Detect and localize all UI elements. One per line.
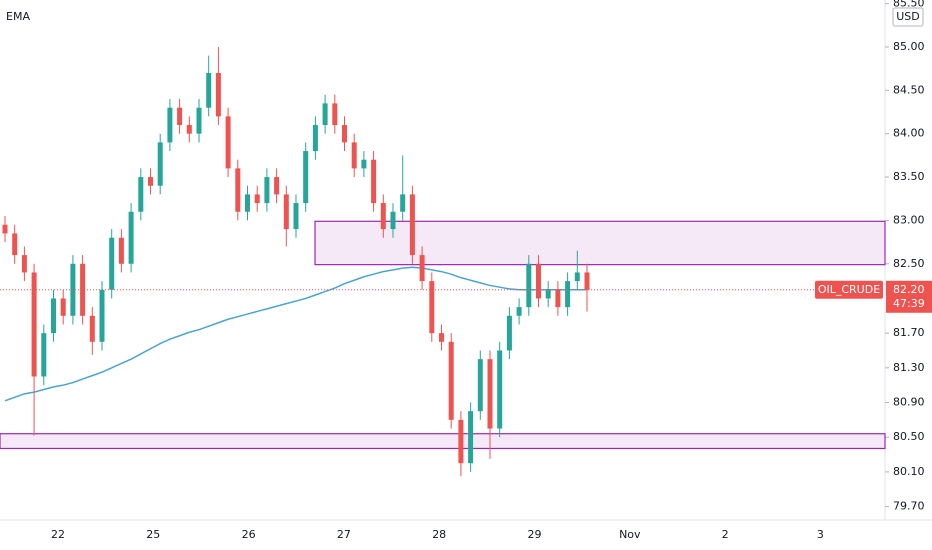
candle-body xyxy=(245,194,250,212)
candle-body xyxy=(2,224,8,234)
candle-body xyxy=(409,194,415,256)
candle-body xyxy=(118,237,124,264)
y-tick-label: 80.10 xyxy=(893,465,925,478)
y-tick-label: 80.50 xyxy=(893,430,925,443)
candle-body xyxy=(303,151,309,204)
candle-body xyxy=(148,177,153,186)
candle-body xyxy=(516,307,522,316)
x-tick-label: 2 xyxy=(722,528,729,541)
x-tick-label: 27 xyxy=(337,528,351,541)
candle-body xyxy=(380,203,386,230)
candle-body xyxy=(497,350,503,429)
candle-body xyxy=(332,103,338,126)
candle-body xyxy=(468,411,474,464)
ema-line xyxy=(4,266,587,402)
candle-body xyxy=(293,203,299,230)
candle-body xyxy=(31,272,37,377)
candle-body xyxy=(254,194,260,204)
price-box xyxy=(886,280,932,313)
candle-body xyxy=(545,289,551,299)
candle-body xyxy=(458,419,464,464)
candle-body xyxy=(109,237,115,290)
candle-body xyxy=(206,73,212,108)
symbol-label: OIL_CRUDE xyxy=(818,283,880,296)
x-tick-label: 3 xyxy=(817,528,824,541)
candle-body xyxy=(351,142,357,169)
candle-body xyxy=(235,168,241,212)
candle-body xyxy=(283,194,289,230)
candle-body xyxy=(322,103,328,126)
zone xyxy=(0,433,886,450)
candle-body xyxy=(21,255,27,273)
last-price-label: 82.20 xyxy=(893,283,925,296)
candle-body xyxy=(526,263,532,308)
x-tick-label: 25 xyxy=(146,528,160,541)
y-tick-label: 83.50 xyxy=(893,170,925,183)
y-tick-label: 84.50 xyxy=(893,83,925,96)
candle-body xyxy=(312,125,318,152)
candle-body xyxy=(51,298,56,334)
candle-body xyxy=(565,281,571,308)
candle-body xyxy=(264,177,270,204)
indicator-label: EMA xyxy=(6,10,30,23)
candle-body xyxy=(361,159,367,169)
candle-body xyxy=(439,333,444,342)
candle-body xyxy=(342,125,347,143)
candle-body xyxy=(12,233,18,256)
candle-body xyxy=(60,298,66,316)
candle-body xyxy=(99,289,105,342)
candle-body xyxy=(390,211,396,230)
y-tick-label: 85.00 xyxy=(893,40,925,53)
candle-body xyxy=(89,315,95,342)
y-tick-label: 81.30 xyxy=(893,361,925,374)
x-tick-label: 29 xyxy=(528,528,542,541)
zone xyxy=(314,220,886,266)
candle-body xyxy=(574,272,580,282)
candle-body xyxy=(448,341,454,420)
x-tick-label: Nov xyxy=(619,528,641,541)
candle-body xyxy=(429,281,435,334)
candle-body xyxy=(506,315,512,351)
currency-box xyxy=(892,7,924,27)
y-tick-label: 85.50 xyxy=(893,0,925,10)
currency-label: USD xyxy=(896,10,920,23)
candle-body xyxy=(186,125,192,134)
x-tick-label: 28 xyxy=(432,528,446,541)
candle-body xyxy=(80,263,86,316)
y-tick-label: 79.70 xyxy=(893,500,925,513)
candle-body xyxy=(487,359,493,429)
candle-body xyxy=(371,159,377,204)
candle-body xyxy=(128,211,134,264)
candle-body xyxy=(584,272,590,290)
candle-body xyxy=(138,177,144,212)
countdown-label: 47:39 xyxy=(893,297,925,310)
candle-body xyxy=(196,107,202,134)
x-tick-label: 26 xyxy=(242,528,256,541)
y-tick-label: 83.00 xyxy=(893,213,925,226)
candle-body xyxy=(419,255,425,282)
symbol-box xyxy=(815,280,883,299)
candle-body xyxy=(274,177,280,195)
x-tick-label: 22 xyxy=(51,528,65,541)
candle-body xyxy=(555,289,561,308)
candle-body xyxy=(167,107,173,143)
y-tick-label: 81.70 xyxy=(893,326,925,339)
candle-body xyxy=(41,333,47,377)
y-tick-label: 84.00 xyxy=(893,127,925,140)
y-tick-label: 80.90 xyxy=(893,396,925,409)
candle-body xyxy=(215,73,221,117)
candle-body xyxy=(225,116,231,169)
candle-body xyxy=(400,194,406,212)
candle-body xyxy=(536,263,541,299)
y-tick-label: 82.50 xyxy=(893,257,925,270)
candle-body xyxy=(157,142,163,186)
candle-body xyxy=(477,359,483,412)
candle-body xyxy=(177,107,183,126)
